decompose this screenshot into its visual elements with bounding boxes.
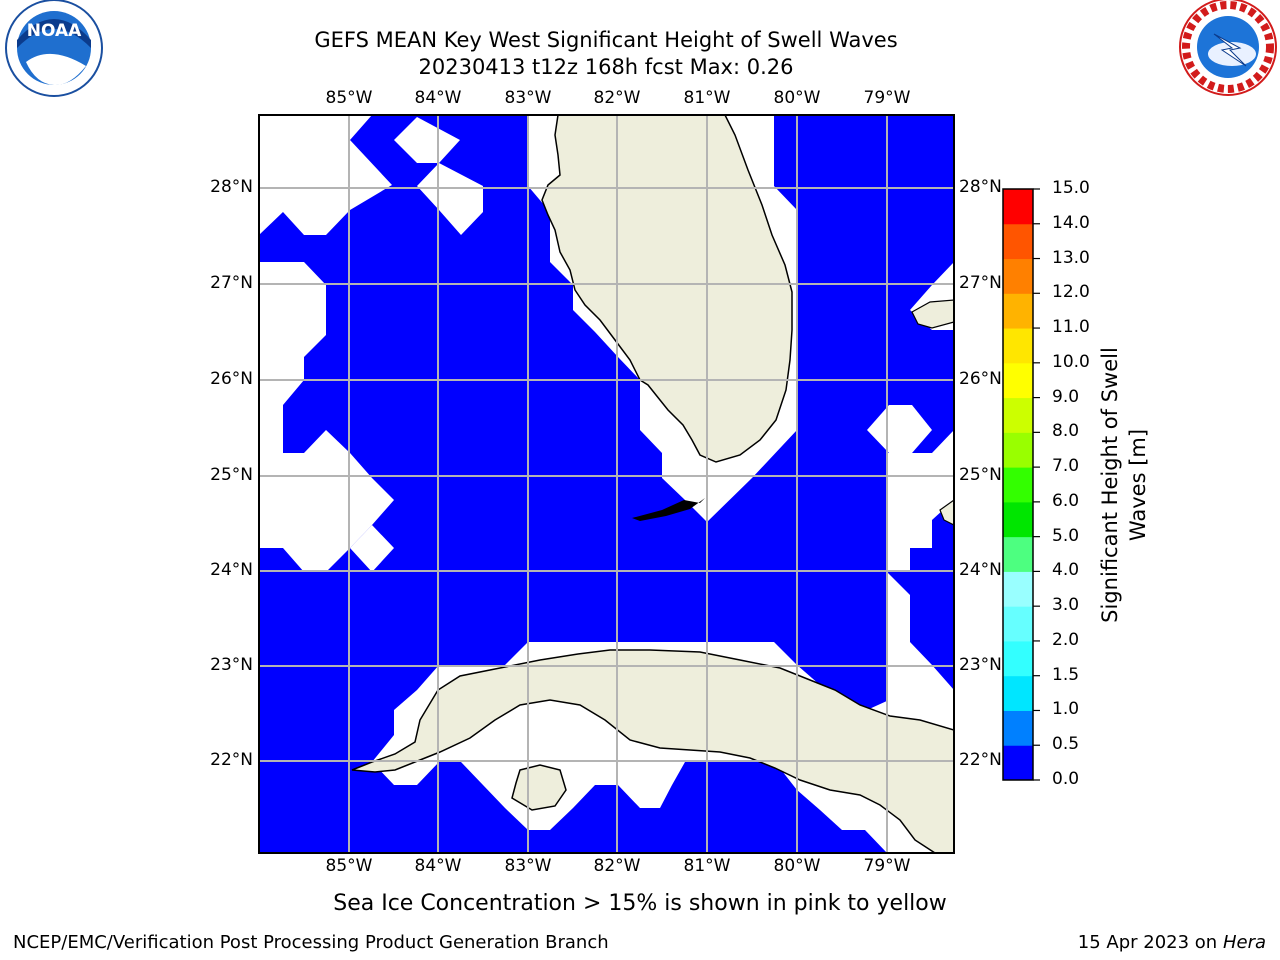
sea-ice-caption: Sea Ice Concentration > 15% is shown in … [333, 891, 947, 916]
lat-label-left-4: 24°N [210, 560, 253, 580]
colorbar-band-11 [1003, 362, 1033, 399]
lon-label-bottom-6: 79°W [863, 856, 911, 876]
cuba-land [351, 649, 955, 854]
colorbar-tick-label-11: 9.0 [1052, 386, 1080, 407]
lon-label-top-4: 81°W [683, 88, 731, 108]
lat-label-right-1: 27°N [959, 273, 1002, 293]
lon-label-bottom-0: 85°W [325, 856, 373, 876]
lat-label-right-2: 26°N [959, 369, 1002, 389]
footer-date-text: 15 Apr 2023 on [1077, 932, 1223, 953]
colorbar-band-7 [1003, 501, 1033, 538]
lat-label-left-2: 26°N [210, 369, 253, 389]
lat-label-right-4: 24°N [959, 560, 1002, 580]
chart-title-line2: 20230413 t12z 168h fcst Max: 0.26 [418, 55, 794, 79]
colorbar-band-1 [1003, 710, 1033, 746]
lat-label-right-3: 25°N [959, 465, 1002, 485]
colorbar-band-9 [1003, 432, 1033, 468]
logos: NOAA [5, 0, 1277, 97]
lon-label-bottom-2: 83°W [504, 856, 552, 876]
lon-label-top-0: 85°W [325, 88, 373, 108]
lon-label-bottom-1: 84°W [414, 856, 462, 876]
colorbar-tick-label-17: 15.0 [1052, 178, 1090, 198]
colorbar-band-15 [1003, 223, 1033, 260]
colorbar-band-16 [1003, 189, 1033, 225]
colorbar-band-3 [1003, 640, 1033, 677]
colorbar-band-10 [1003, 397, 1033, 433]
colorbar-band-12 [1003, 328, 1033, 364]
noaa-logo-icon: NOAA [5, 0, 103, 97]
lon-label-top-3: 82°W [593, 88, 641, 108]
lat-label-right-0: 28°N [959, 177, 1002, 197]
lon-label-top-2: 83°W [504, 88, 552, 108]
colorbar-band-5 [1003, 571, 1033, 607]
lat-label-left-1: 27°N [210, 273, 253, 293]
lon-label-bottom-3: 82°W [593, 856, 641, 876]
lat-label-left-6: 22°N [210, 750, 253, 770]
colorbar-tick-label-6: 4.0 [1052, 560, 1080, 581]
colorbar-band-2 [1003, 675, 1033, 711]
colorbar-tick-label-10: 8.0 [1052, 421, 1080, 442]
colorbar-tick-label-3: 1.5 [1052, 664, 1080, 685]
colorbar-tick-label-9: 7.0 [1052, 456, 1080, 477]
noaa-logo-text: NOAA [27, 21, 82, 41]
colorbar-band-4 [1003, 606, 1033, 642]
lon-label-top-6: 79°W [863, 88, 911, 108]
colorbar-tick-label-5: 3.0 [1052, 595, 1080, 616]
nws-logo-icon [1179, 0, 1277, 96]
colorbar-tick-label-2: 1.0 [1052, 699, 1080, 720]
footer-host: Hera [1222, 932, 1266, 953]
map-gridlines [259, 115, 954, 853]
colorbar-label: Significant Height of Swell Waves [m] [1098, 347, 1150, 623]
isla-juventud-land [511, 764, 567, 811]
chart-title-line1: GEFS MEAN Key West Significant Height of… [314, 28, 898, 52]
footer-date: 15 Apr 2023 on Hera [1078, 932, 1266, 953]
lat-label-left-0: 28°N [210, 177, 253, 197]
lat-label-right-6: 22°N [959, 750, 1002, 770]
footer-branch: NCEP/EMC/Verification Post Processing Pr… [13, 932, 609, 953]
colorbar-band-0 [1003, 745, 1033, 781]
colorbar-tick-label-7: 5.0 [1052, 525, 1080, 546]
lat-label-left-5: 23°N [210, 655, 253, 675]
colorbar-band-14 [1003, 258, 1033, 294]
colorbar-band-6 [1003, 536, 1033, 572]
colorbar-tick-label-4: 2.0 [1052, 629, 1080, 650]
florida-land [541, 114, 793, 463]
colorbar-tick-label-16: 14.0 [1052, 212, 1090, 233]
colorbar-band-13 [1003, 293, 1033, 329]
lat-label-right-5: 23°N [959, 655, 1002, 675]
lon-label-bottom-4: 81°W [683, 856, 731, 876]
colorbar-tick-label-0: 0.0 [1052, 769, 1080, 789]
lon-label-bottom-5: 80°W [773, 856, 821, 876]
keys-land [632, 498, 705, 521]
colorbar-band-8 [1003, 467, 1033, 503]
colorbar-tick-label-13: 11.0 [1052, 317, 1090, 338]
colorbar-tick-label-1: 0.5 [1052, 734, 1080, 755]
colorbar-tick-label-14: 12.0 [1052, 282, 1090, 303]
lon-label-top-5: 80°W [773, 88, 821, 108]
colorbar-frame [1002, 188, 1034, 781]
lat-label-left-3: 25°N [210, 465, 253, 485]
colorbar-tick-label-15: 13.0 [1052, 247, 1090, 268]
colorbar-tick-label-8: 6.0 [1052, 490, 1080, 511]
lon-label-top-1: 84°W [414, 88, 462, 108]
colorbar-tick-label-12: 10.0 [1052, 351, 1090, 372]
map-frame [258, 114, 955, 854]
